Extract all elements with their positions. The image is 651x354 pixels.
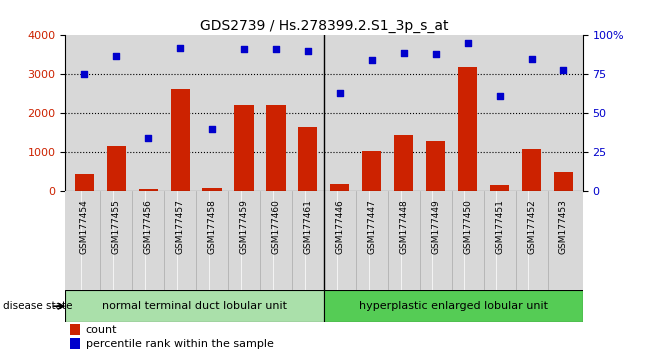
Text: GSM177447: GSM177447 bbox=[367, 199, 376, 254]
Bar bbox=[426, 141, 445, 191]
Point bbox=[111, 53, 122, 58]
Bar bbox=[75, 174, 94, 191]
Text: GSM177452: GSM177452 bbox=[527, 199, 536, 254]
Text: GSM177454: GSM177454 bbox=[80, 199, 89, 254]
Bar bbox=[458, 67, 477, 191]
Bar bbox=[107, 145, 126, 191]
Bar bbox=[324, 290, 583, 322]
Text: GSM177459: GSM177459 bbox=[240, 199, 249, 254]
Bar bbox=[394, 135, 413, 191]
Point bbox=[494, 93, 505, 99]
Bar bbox=[70, 338, 81, 349]
Point bbox=[462, 40, 473, 46]
Point bbox=[559, 67, 569, 73]
Text: GSM177461: GSM177461 bbox=[303, 199, 312, 254]
Bar bbox=[171, 89, 189, 191]
Text: GSM177451: GSM177451 bbox=[495, 199, 504, 254]
Bar bbox=[266, 105, 286, 191]
Bar bbox=[362, 152, 381, 191]
Point bbox=[430, 51, 441, 57]
Text: GSM177449: GSM177449 bbox=[431, 199, 440, 254]
Point bbox=[271, 47, 281, 52]
Point bbox=[143, 135, 154, 141]
Text: count: count bbox=[85, 325, 117, 335]
Bar bbox=[234, 105, 254, 191]
Point bbox=[335, 90, 345, 96]
Bar bbox=[330, 184, 350, 191]
Bar bbox=[139, 189, 158, 191]
Point bbox=[79, 72, 89, 77]
Text: GSM177446: GSM177446 bbox=[335, 199, 344, 254]
Point bbox=[303, 48, 313, 54]
Bar bbox=[65, 290, 324, 322]
Text: disease state: disease state bbox=[3, 301, 73, 311]
Text: GSM177453: GSM177453 bbox=[559, 199, 568, 254]
Bar bbox=[522, 149, 541, 191]
Text: GSM177448: GSM177448 bbox=[399, 199, 408, 254]
Point bbox=[207, 126, 217, 132]
Bar bbox=[70, 324, 81, 335]
Text: GSM177455: GSM177455 bbox=[112, 199, 120, 254]
Bar bbox=[554, 172, 573, 191]
Text: GSM177460: GSM177460 bbox=[271, 199, 281, 254]
Bar bbox=[490, 185, 509, 191]
Text: percentile rank within the sample: percentile rank within the sample bbox=[85, 339, 273, 349]
Bar bbox=[202, 188, 221, 191]
Point bbox=[367, 57, 377, 63]
Text: normal terminal duct lobular unit: normal terminal duct lobular unit bbox=[102, 301, 287, 311]
Text: GSM177450: GSM177450 bbox=[463, 199, 472, 254]
Text: GSM177458: GSM177458 bbox=[208, 199, 217, 254]
Point bbox=[239, 47, 249, 52]
Text: GSM177456: GSM177456 bbox=[144, 199, 153, 254]
Point bbox=[526, 56, 536, 62]
Text: hyperplastic enlarged lobular unit: hyperplastic enlarged lobular unit bbox=[359, 301, 547, 311]
Point bbox=[398, 50, 409, 55]
Text: GSM177457: GSM177457 bbox=[176, 199, 185, 254]
Bar bbox=[298, 127, 318, 191]
Title: GDS2739 / Hs.278399.2.S1_3p_s_at: GDS2739 / Hs.278399.2.S1_3p_s_at bbox=[200, 19, 448, 33]
Point bbox=[175, 45, 186, 51]
